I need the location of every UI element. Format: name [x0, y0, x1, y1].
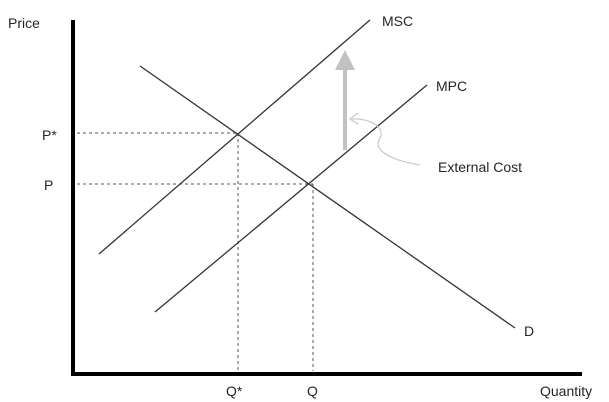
mpc-curve	[154, 84, 428, 313]
external-cost-arrowhead	[335, 50, 355, 70]
msc-curve	[98, 19, 371, 255]
msc-label: MSC	[382, 13, 413, 29]
mpc-label: MPC	[436, 78, 467, 94]
y-axis-label: Price	[8, 15, 40, 31]
external-cost-callout-line	[351, 118, 421, 166]
q-star-label: Q*	[226, 383, 243, 399]
x-axis-label: Quantity	[540, 383, 592, 399]
p-star-label: P*	[42, 127, 57, 143]
external-cost-callout-head	[348, 112, 359, 125]
p-label: P	[44, 177, 53, 193]
demand-label: D	[524, 323, 534, 339]
external-cost-label: External Cost	[438, 159, 522, 175]
q-label: Q	[307, 383, 318, 399]
demand-curve	[139, 65, 516, 329]
